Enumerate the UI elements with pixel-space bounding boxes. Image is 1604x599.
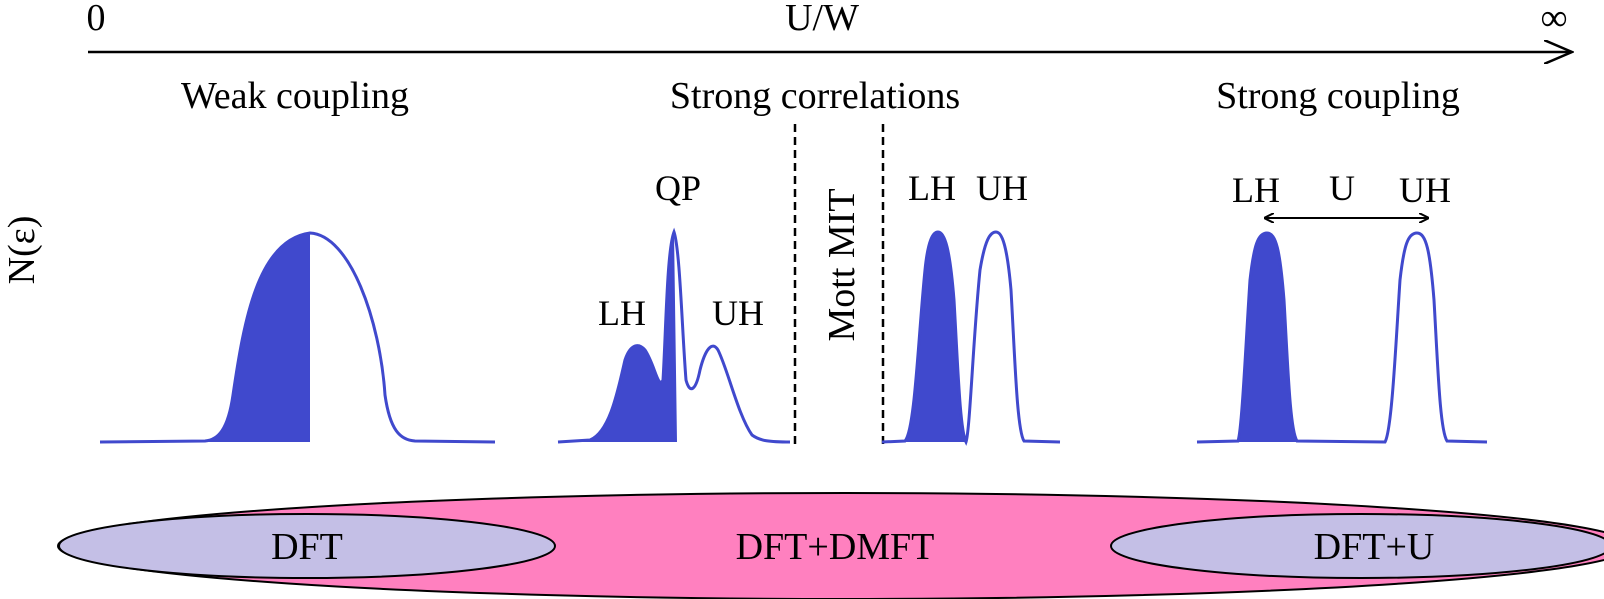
qp-label: QP — [655, 168, 701, 208]
gap-u-label: U — [1329, 168, 1355, 208]
insulator-dos-fill — [882, 232, 966, 442]
lh-label-mott: LH — [908, 168, 956, 208]
dft-u-ellipse — [1110, 513, 1604, 579]
correlated-dos-fill — [558, 232, 677, 442]
dft-dmft-label: DFT+DMFT — [736, 526, 935, 568]
regime-strong-correlations: Strong correlations — [670, 75, 960, 117]
lh-label-strong: LH — [1232, 170, 1280, 210]
dft-u-label: DFT+U — [1314, 526, 1435, 568]
uh-label-metal: UH — [712, 293, 764, 333]
dft-ellipse — [58, 513, 556, 579]
axis-title: U/W — [785, 0, 859, 39]
strong-dos-curve — [1196, 231, 1488, 444]
uh-label-mott: UH — [976, 168, 1028, 208]
dft-label: DFT — [271, 526, 343, 568]
regime-weak-coupling: Weak coupling — [181, 75, 409, 117]
mott-transition-label: Mott MIT — [821, 188, 863, 341]
uh-label-strong: UH — [1399, 170, 1451, 210]
lh-label-metal: LH — [598, 293, 646, 333]
weak-dos-curve — [99, 231, 496, 444]
correlated-dos-curve — [557, 227, 791, 444]
y-axis-label: N(ε) — [1, 216, 43, 285]
regime-strong-coupling: Strong coupling — [1216, 75, 1460, 117]
axis-end-label: ∞ — [1540, 0, 1567, 39]
insulator-dos-curve — [881, 230, 1061, 446]
weak-dos-fill — [100, 233, 310, 442]
axis-start-label: 0 — [87, 0, 106, 39]
